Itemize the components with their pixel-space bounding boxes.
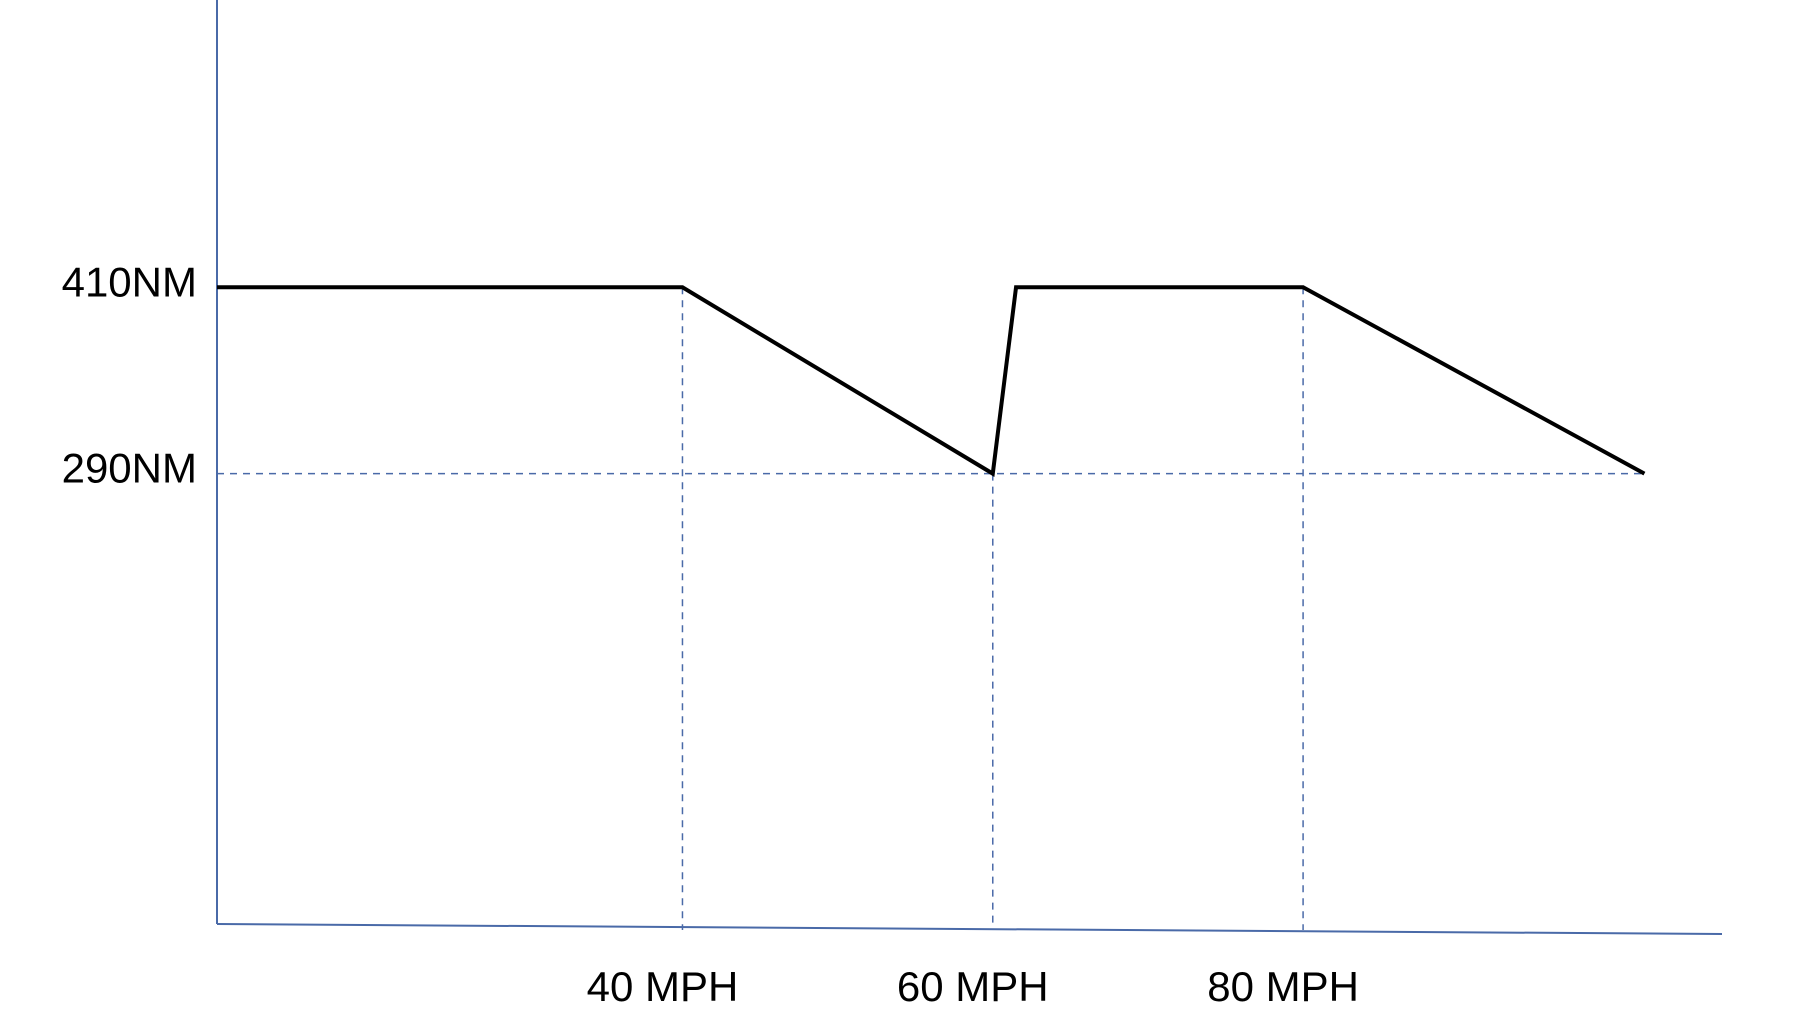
x-tick-label: 60 MPH xyxy=(897,963,1049,1010)
x-axis xyxy=(216,923,1723,935)
y-tick-label: 290NM xyxy=(62,445,197,492)
x-tick-label: 40 MPH xyxy=(587,963,739,1010)
x-tick-label: 80 MPH xyxy=(1207,963,1359,1010)
y-tick-label: 410NM xyxy=(62,258,197,305)
data-line xyxy=(217,285,1646,477)
